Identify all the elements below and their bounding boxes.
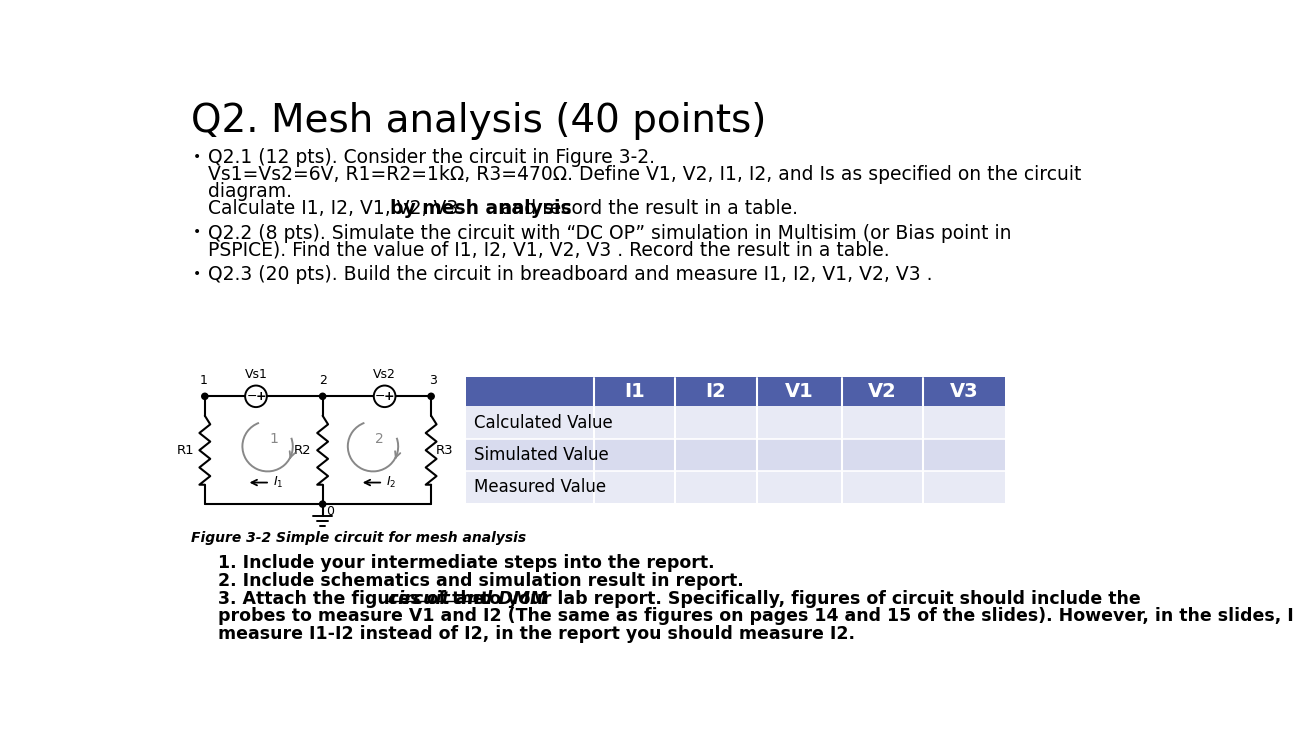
Text: V2: V2	[869, 382, 897, 401]
Text: Vs1=Vs2=6V, R1=R2=1kΩ, R3=470Ω. Define V1, V2, I1, I2, and Is as specified on th: Vs1=Vs2=6V, R1=R2=1kΩ, R3=470Ω. Define V…	[208, 166, 1081, 184]
Text: •: •	[193, 150, 200, 164]
Text: −: −	[375, 390, 385, 403]
Text: R2: R2	[295, 444, 312, 457]
Bar	[675, 377, 757, 406]
Text: $I_1$: $I_1$	[272, 475, 283, 490]
Bar	[466, 377, 593, 406]
Text: 1: 1	[270, 432, 278, 446]
Bar	[466, 406, 1005, 439]
Text: to your lab report. Specifically, figures of circuit should include the: to your lab report. Specifically, figure…	[476, 590, 1141, 608]
Text: Calculated Value: Calculated Value	[474, 414, 613, 431]
Text: 2: 2	[318, 374, 326, 387]
Circle shape	[202, 393, 208, 400]
Text: V1: V1	[785, 382, 814, 401]
Text: −: −	[246, 390, 257, 403]
Text: circuit and DMM: circuit and DMM	[388, 590, 548, 608]
Text: R1: R1	[177, 444, 194, 457]
Bar	[842, 377, 924, 406]
Text: I2: I2	[706, 382, 726, 401]
Circle shape	[320, 501, 326, 507]
Text: Calculate I1, I2, V1, V2, V3: Calculate I1, I2, V1, V2, V3	[208, 199, 464, 218]
Text: Vs1: Vs1	[245, 368, 267, 381]
Text: 3: 3	[428, 374, 436, 387]
Circle shape	[245, 386, 267, 407]
Text: Q2. Mesh analysis (40 points): Q2. Mesh analysis (40 points)	[191, 102, 766, 140]
Text: •: •	[193, 225, 200, 239]
Bar	[757, 377, 842, 406]
Text: •: •	[193, 267, 200, 281]
Circle shape	[428, 393, 434, 400]
Text: $I_2$: $I_2$	[386, 475, 397, 490]
Bar	[466, 439, 1005, 471]
Bar	[924, 377, 1005, 406]
Text: 2. Include schematics and simulation result in report.: 2. Include schematics and simulation res…	[217, 572, 744, 590]
Text: Q2.1 (12 pts). Consider the circuit in Figure 3‑2.: Q2.1 (12 pts). Consider the circuit in F…	[208, 149, 655, 167]
Text: probes to measure V1 and I2 (The same as figures on pages 14 and 15 of the slide: probes to measure V1 and I2 (The same as…	[217, 607, 1294, 626]
Text: by mesh analysis: by mesh analysis	[390, 199, 571, 218]
Text: Q2.2 (8 pts). Simulate the circuit with “DC OP” simulation in Multisim (or Bias : Q2.2 (8 pts). Simulate the circuit with …	[208, 224, 1011, 243]
Text: +: +	[255, 390, 266, 403]
Text: 0: 0	[326, 506, 334, 518]
Text: +: +	[384, 390, 394, 403]
Text: diagram.: diagram.	[208, 183, 292, 201]
Text: Vs2: Vs2	[373, 368, 396, 381]
Text: 1. Include your intermediate steps into the report.: 1. Include your intermediate steps into …	[217, 554, 715, 572]
Text: 3. Attach the figures of the: 3. Attach the figures of the	[217, 590, 491, 608]
Text: I1: I1	[624, 382, 645, 401]
Circle shape	[373, 386, 396, 407]
Text: Figure 3-2 Simple circuit for mesh analysis: Figure 3-2 Simple circuit for mesh analy…	[191, 531, 527, 545]
Text: measure I1-I2 instead of I2, in the report you should measure I2.: measure I1-I2 instead of I2, in the repo…	[217, 625, 855, 643]
Text: V3: V3	[950, 382, 979, 401]
Text: Q2.3 (20 pts). Build the circuit in breadboard and measure I1, I2, V1, V2, V3 .: Q2.3 (20 pts). Build the circuit in brea…	[208, 266, 933, 284]
Text: 1: 1	[199, 374, 207, 387]
Text: Simulated Value: Simulated Value	[474, 446, 609, 464]
Text: and record the result in a table.: and record the result in a table.	[495, 199, 798, 218]
Bar	[593, 377, 675, 406]
Circle shape	[320, 393, 326, 400]
Text: R3: R3	[436, 444, 453, 457]
Text: 2: 2	[375, 432, 384, 446]
Bar	[466, 471, 1005, 503]
Text: PSPICE). Find the value of I1, I2, V1, V2, V3 . Record the result in a table.: PSPICE). Find the value of I1, I2, V1, V…	[208, 241, 889, 260]
Text: Measured Value: Measured Value	[474, 478, 605, 496]
